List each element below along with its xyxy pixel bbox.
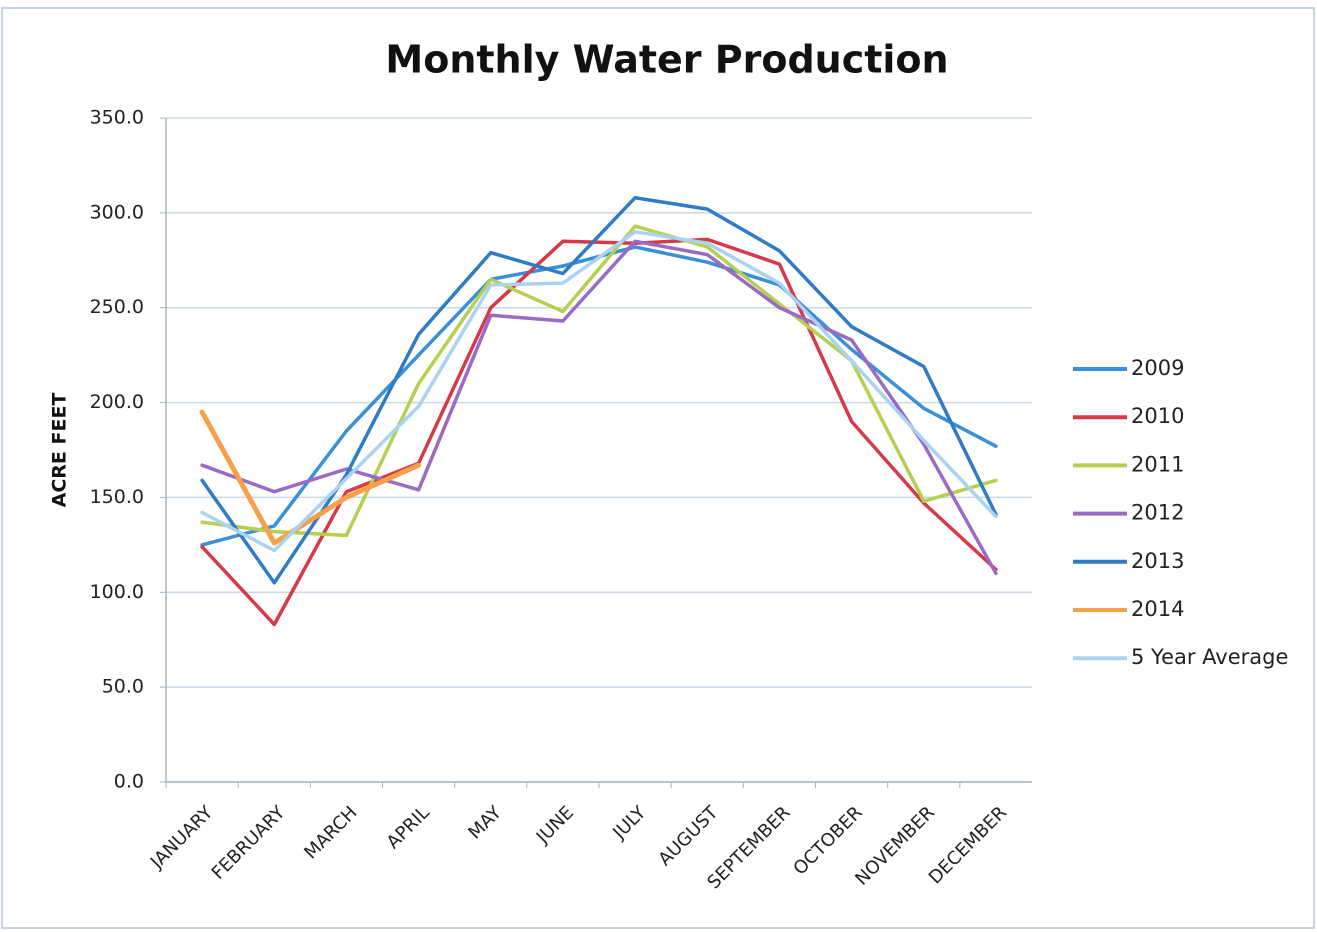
legend-label: 2014: [1131, 597, 1184, 621]
y-tick-label: 0.0: [114, 771, 144, 793]
y-tick-label: 350.0: [90, 107, 144, 129]
chart-frame: [1, 7, 1315, 929]
legend-label: 5 Year Average: [1131, 645, 1288, 669]
legend-label: 2012: [1131, 501, 1184, 525]
series-line: [200, 239, 998, 576]
series-line: [200, 237, 998, 627]
series-line: [200, 224, 998, 538]
y-tick-label: 100.0: [90, 581, 144, 603]
series-line: [199, 409, 422, 546]
legend-label: 2009: [1131, 356, 1184, 380]
y-tick-label: 150.0: [90, 486, 144, 508]
y-axis-label: ACRE FEET: [49, 393, 71, 508]
series-line: [200, 230, 998, 553]
legend-label: 2010: [1131, 404, 1184, 428]
y-tick-label: 50.0: [102, 676, 144, 698]
legend-label: 2011: [1131, 452, 1184, 476]
legend-label: 2013: [1131, 549, 1184, 573]
y-tick-label: 300.0: [90, 201, 144, 223]
y-tick-label: 250.0: [90, 296, 144, 318]
y-tick-label: 200.0: [90, 391, 144, 413]
chart-title: Monthly Water Production: [385, 38, 948, 82]
